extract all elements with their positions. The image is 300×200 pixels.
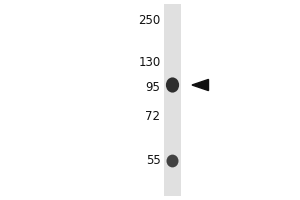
Ellipse shape [166,77,179,93]
Text: 72: 72 [146,110,160,123]
Text: 250: 250 [138,15,160,27]
Text: 95: 95 [146,81,160,94]
Bar [164,4,181,196]
Polygon shape [192,79,208,91]
Ellipse shape [167,155,178,167]
Text: 55: 55 [146,154,160,168]
Text: 130: 130 [138,56,160,70]
